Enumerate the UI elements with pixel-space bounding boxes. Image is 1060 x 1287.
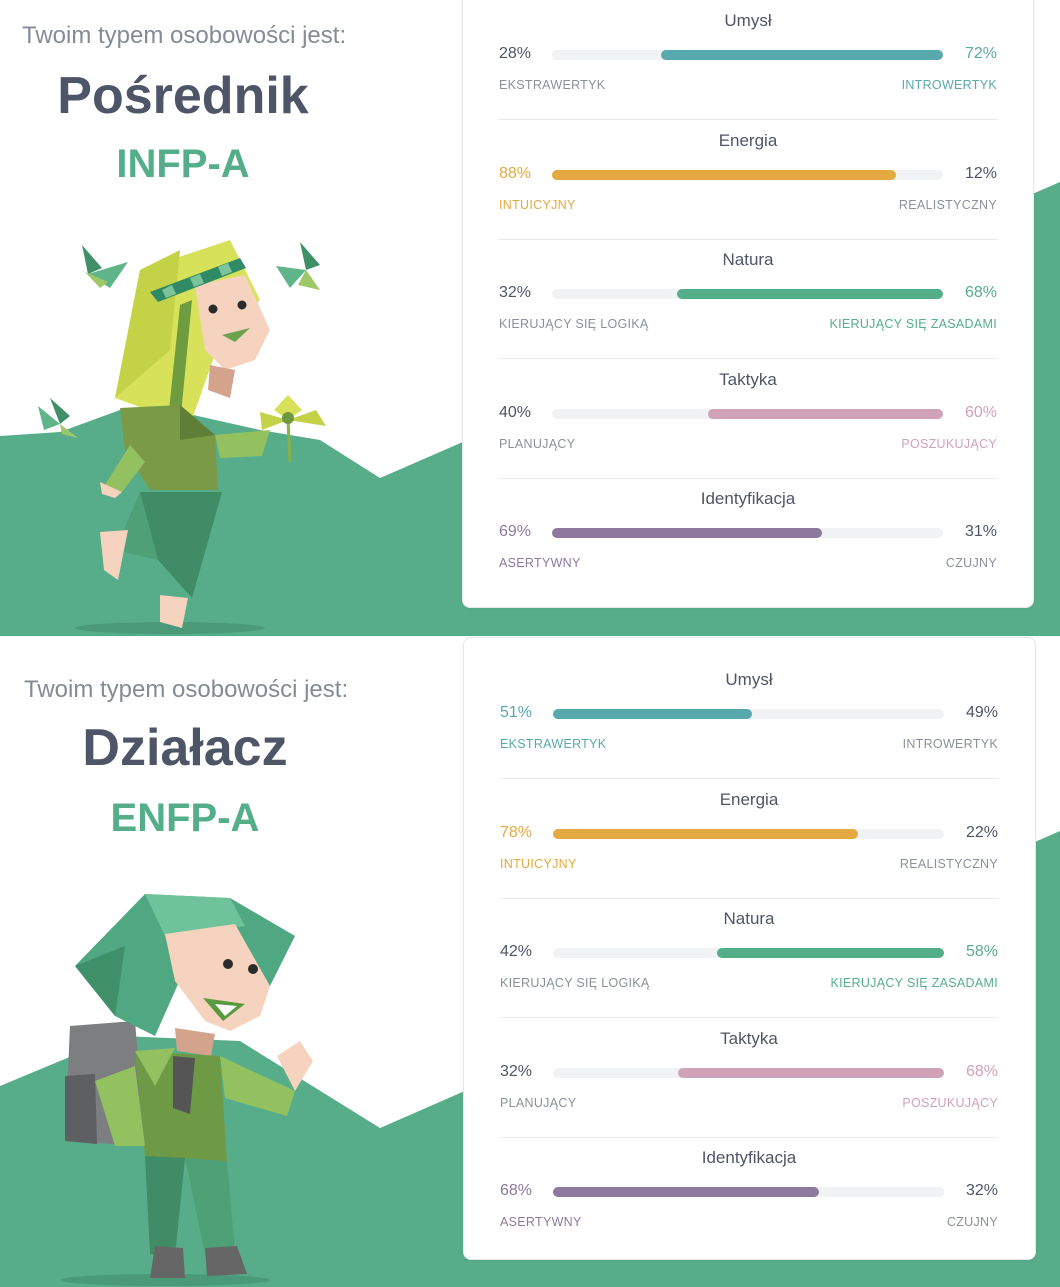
right-percentage: 32% <box>965 1182 998 1199</box>
intro-text: Twoim typem osobowości jest: <box>24 676 349 703</box>
trait-bar-fill <box>678 1067 944 1078</box>
right-pole-label: KIERUJĄCY SIĘ ZASADAMI <box>830 976 998 990</box>
type-code: INFP-A <box>116 142 250 186</box>
left-percentage: 68% <box>500 1182 533 1199</box>
trait-title: Taktyka <box>719 369 777 389</box>
trait-bar-fill <box>553 1187 819 1197</box>
trait-bar-fill <box>552 169 896 180</box>
trait-title: Taktyka <box>720 1028 778 1048</box>
right-percentage: 12% <box>964 164 997 182</box>
right-percentage: 68% <box>964 284 997 301</box>
right-percentage: 22% <box>965 823 998 841</box>
right-pole-label: REALISTYCZNY <box>899 856 998 871</box>
campaigner-character-illustration <box>65 894 313 1278</box>
trait-bar-fill <box>717 948 944 958</box>
trait-bar-fill <box>661 50 943 60</box>
trait-bar-track <box>552 408 943 419</box>
left-percentage: 40% <box>499 403 532 421</box>
right-percentage: 58% <box>965 943 998 960</box>
trait-bar-track <box>552 528 943 538</box>
right-pole-label: INTROWERTYK <box>901 78 997 92</box>
type-code: ENFP-A <box>110 796 260 840</box>
trait-row-identyfikacja: Identyfikacja 68% 32% ASERTYWNY CZUJNY <box>500 1138 998 1257</box>
right-percentage: 49% <box>965 704 998 721</box>
trait-bar-fill <box>677 289 943 299</box>
trait-row-identyfikacja: Identyfikacja 69% 31% ASERTYWNY CZUJNY <box>499 479 997 598</box>
left-percentage: 32% <box>499 284 532 301</box>
trait-bar-track <box>552 289 943 299</box>
trait-bar-track <box>553 828 944 839</box>
trait-row-umysł: Umysł 51% 49% EKSTRAWERTYK INTROWERTYK <box>500 660 998 779</box>
trait-bar-track <box>553 1187 944 1197</box>
right-pole-label: INTROWERTYK <box>902 737 998 751</box>
trait-bar-track <box>553 709 944 719</box>
result-panel-campaigner: Twoim typem osobowości jest: Działacz EN… <box>0 636 1060 1287</box>
trait-bar-fill <box>708 408 943 419</box>
trait-row-natura: Natura 42% 58% KIERUJĄCY SIĘ LOGIKĄ KIERUJĄC… <box>500 899 998 1018</box>
type-name: Pośrednik <box>57 67 309 125</box>
left-pole-label: PLANUJĄCY <box>500 1095 577 1110</box>
trait-row-energia: Energia 88% 12% INTUICYJNY REALISTYCZNY <box>499 121 997 240</box>
right-percentage: 60% <box>964 403 997 421</box>
trait-title: Identyfikacja <box>701 1148 797 1167</box>
left-pole-label: EKSTRAWERTYK <box>499 78 606 92</box>
trait-bar-track <box>552 169 943 180</box>
trait-bar-track <box>553 1067 944 1078</box>
left-percentage: 32% <box>500 1062 533 1080</box>
right-pole-label: REALISTYCZNY <box>898 197 997 212</box>
traits-card: Umysł 28% 72% EKSTRAWERTYK INTROWERTYK Energi… <box>462 0 1034 608</box>
trait-title: Umysł <box>724 11 772 30</box>
left-percentage: 42% <box>500 943 533 960</box>
trait-row-natura: Natura 32% 68% KIERUJĄCY SIĘ LOGIKĄ KIERUJĄC… <box>499 240 997 359</box>
left-pole-label: EKSTRAWERTYK <box>500 737 607 751</box>
result-panel-mediator: Twoim typem osobowości jest: Pośrednik I… <box>0 0 1060 636</box>
trait-row-taktyka: Taktyka 40% 60% PLANUJĄCY POSZUKUJĄCY <box>499 360 997 479</box>
left-percentage: 28% <box>499 45 532 62</box>
type-name: Działacz <box>82 719 288 777</box>
trait-title: Umysł <box>725 670 773 689</box>
trait-bar-fill <box>552 528 822 538</box>
left-percentage: 88% <box>499 164 532 182</box>
right-percentage: 31% <box>964 523 997 540</box>
right-pole-label: CZUJNY <box>946 1215 998 1229</box>
left-percentage: 51% <box>500 704 533 721</box>
trait-bar-fill <box>553 828 858 839</box>
left-pole-label: INTUICYJNY <box>500 856 577 871</box>
left-pole-label: ASERTYWNY <box>500 1215 582 1229</box>
trait-row-umysł: Umysł 28% 72% EKSTRAWERTYK INTROWERTYK <box>499 1 997 120</box>
left-percentage: 69% <box>499 523 532 540</box>
trait-title: Energia <box>718 130 778 150</box>
trait-bar-fill <box>553 709 752 719</box>
trait-row-energia: Energia 78% 22% INTUICYJNY REALISTYCZNY <box>500 780 998 899</box>
left-pole-label: INTUICYJNY <box>499 197 576 212</box>
right-pole-label: POSZUKUJĄCY <box>902 1095 998 1110</box>
trait-bar-track <box>552 50 943 60</box>
right-percentage: 68% <box>965 1062 998 1080</box>
trait-title: Identyfikacja <box>700 489 796 508</box>
left-percentage: 78% <box>500 823 533 841</box>
right-percentage: 72% <box>964 45 997 62</box>
right-pole-label: CZUJNY <box>945 556 997 570</box>
trait-title: Natura <box>722 250 774 269</box>
traits-card: Umysł 51% 49% EKSTRAWERTYK INTROWERTYK Energi… <box>463 637 1036 1260</box>
right-pole-label: POSZUKUJĄCY <box>901 436 997 451</box>
mediator-character-illustration <box>38 240 326 628</box>
trait-row-taktyka: Taktyka 32% 68% PLANUJĄCY POSZUKUJĄCY <box>500 1019 998 1138</box>
left-pole-label: PLANUJĄCY <box>499 436 576 451</box>
left-pole-label: ASERTYWNY <box>499 556 581 570</box>
left-pole-label: KIERUJĄCY SIĘ LOGIKĄ <box>500 976 650 990</box>
trait-title: Natura <box>723 909 775 928</box>
intro-text: Twoim typem osobowości jest: <box>22 22 347 49</box>
right-pole-label: KIERUJĄCY SIĘ ZASADAMI <box>829 317 997 331</box>
trait-title: Energia <box>719 789 779 809</box>
trait-bar-track <box>553 948 944 958</box>
left-pole-label: KIERUJĄCY SIĘ LOGIKĄ <box>499 317 649 331</box>
